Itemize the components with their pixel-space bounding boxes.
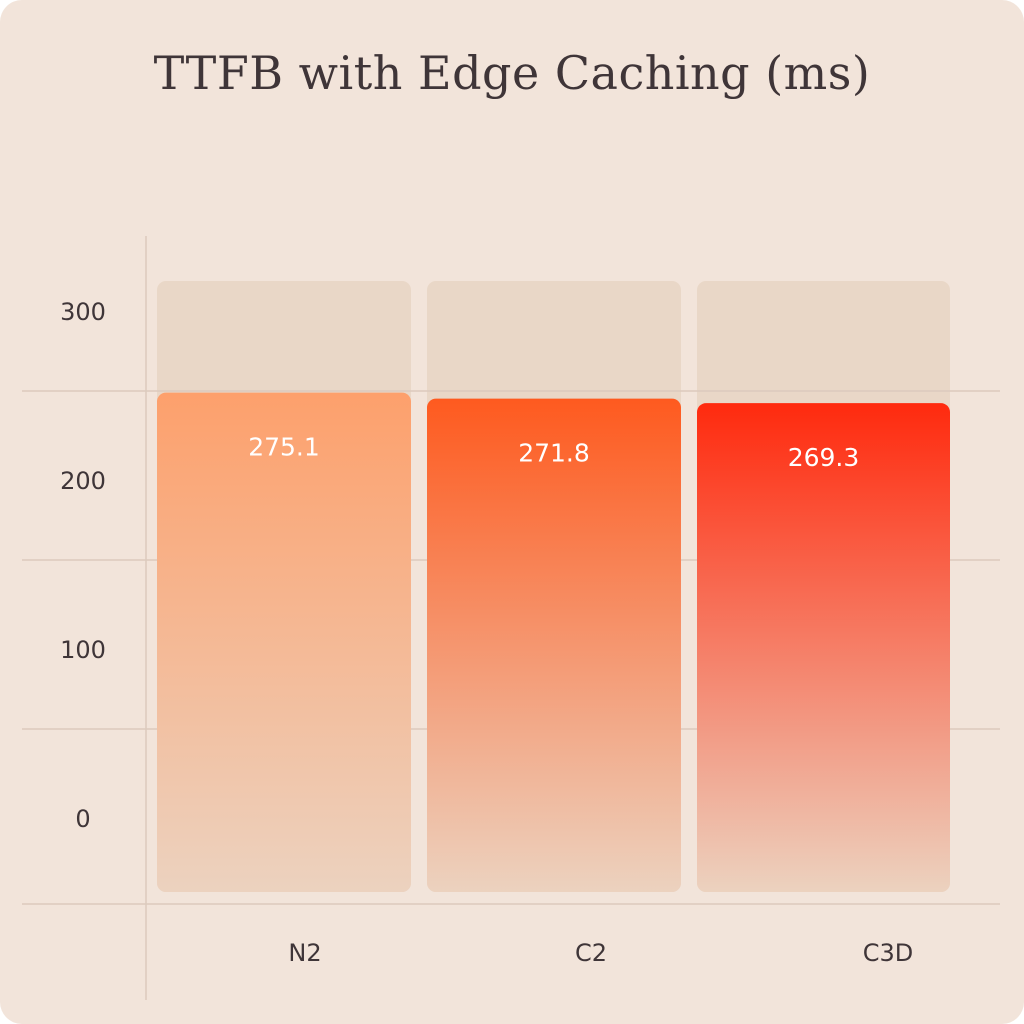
y-tick-label: 200 bbox=[60, 467, 106, 495]
value-label: 269.3 bbox=[788, 443, 860, 472]
y-tick-label: 0 bbox=[75, 805, 90, 833]
x-category-label: C2 bbox=[575, 939, 607, 967]
value-label: 271.8 bbox=[518, 439, 590, 468]
bar-c3d bbox=[697, 403, 950, 892]
chart-title: TTFB with Edge Caching (ms) bbox=[153, 46, 871, 100]
value-label: 275.1 bbox=[248, 433, 320, 462]
y-tick-label: 300 bbox=[60, 298, 106, 326]
x-category-label: N2 bbox=[288, 939, 321, 967]
y-tick-label: 100 bbox=[60, 636, 106, 664]
bar-n2 bbox=[157, 392, 411, 892]
bar-c2 bbox=[427, 398, 681, 892]
x-category-label: C3D bbox=[863, 939, 914, 967]
